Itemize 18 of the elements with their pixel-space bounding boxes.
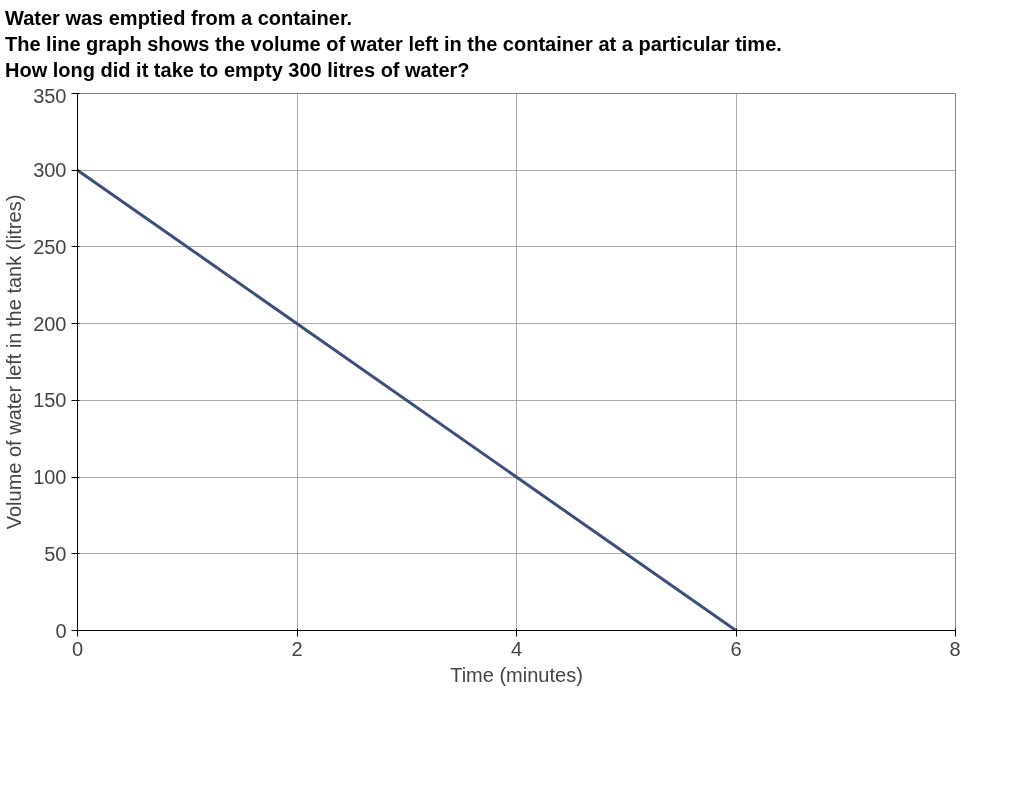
x-tick-label: 4 <box>510 637 523 660</box>
y-tick-label: 100 <box>33 466 67 489</box>
y-tick-label: 50 <box>44 542 67 565</box>
x-tick-label: 0 <box>71 637 84 660</box>
x-tick-label: 6 <box>730 637 742 660</box>
x-tick-label: 8 <box>949 637 961 660</box>
y-axis-title: Volume of water left in the tank (litres) <box>3 194 26 530</box>
y-tick-label: 300 <box>33 159 67 182</box>
text: How long did it take to empty 300 litres of water? <box>5 58 471 83</box>
x-tick-label: 2 <box>291 637 303 660</box>
y-tick-label: 200 <box>33 312 67 335</box>
y-tick-label: 350 <box>33 84 67 107</box>
x-axis-title: Time (minutes) <box>450 663 583 686</box>
chart-title: Water was emptied from a container. <box>5 6 354 31</box>
chart-subtitle: The line graph shows the volume of water left in the container at a particular time. <box>5 32 782 57</box>
y-tick-label: 150 <box>33 389 67 412</box>
y-tick-label: 250 <box>33 235 67 258</box>
y-tick-label: 0 <box>55 619 67 642</box>
